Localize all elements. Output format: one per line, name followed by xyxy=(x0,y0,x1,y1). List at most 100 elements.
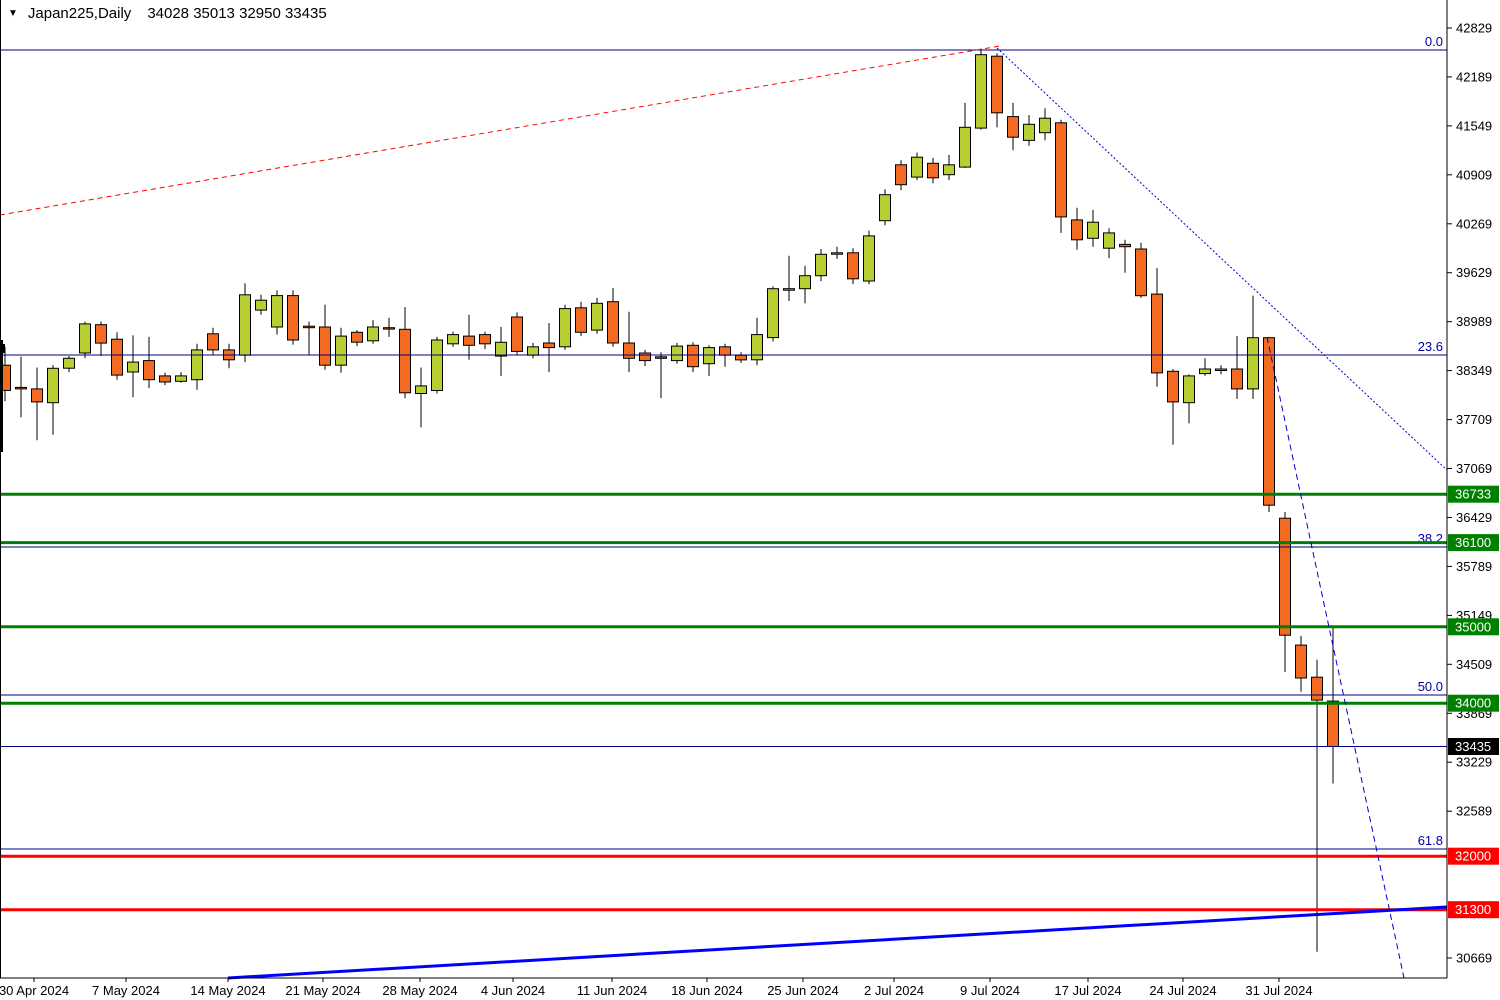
bull-candle xyxy=(239,294,251,356)
bull-candle xyxy=(527,346,539,356)
time-tick-label: 24 Jul 2024 xyxy=(1149,983,1216,998)
bull-candle xyxy=(959,126,971,168)
price-tick-label: 40909 xyxy=(1456,167,1492,182)
bull-candle xyxy=(1215,368,1227,371)
bear-candle xyxy=(1135,248,1147,297)
bull-candle xyxy=(175,375,187,382)
clipped-candle-body xyxy=(0,344,5,353)
price-tag-label: 31300 xyxy=(1455,902,1491,917)
bear-candle xyxy=(287,295,299,341)
trendlines-layer xyxy=(0,45,1448,980)
symbol-dropdown-icon[interactable]: ▼ xyxy=(8,8,18,19)
candles-layer xyxy=(0,48,1339,952)
price-tag xyxy=(1448,485,1499,503)
time-tick-label: 21 May 2024 xyxy=(285,983,360,998)
bear-candle xyxy=(159,375,171,383)
clipped-candle xyxy=(0,340,5,452)
bear-candle xyxy=(0,364,11,391)
bull-candle xyxy=(815,253,827,277)
price-tick-label: 40269 xyxy=(1456,216,1492,231)
bear-candle xyxy=(399,328,411,394)
price-tick-label: 32589 xyxy=(1456,804,1492,819)
price-tick-label: 38989 xyxy=(1456,314,1492,329)
time-tick-label: 28 May 2024 xyxy=(382,983,457,998)
bull-candle xyxy=(751,334,763,361)
price-tag-label: 32000 xyxy=(1455,849,1491,864)
bull-candle xyxy=(911,156,923,178)
price-tick-label: 39629 xyxy=(1456,265,1492,280)
bull-candle xyxy=(1087,221,1099,239)
time-tick-label: 18 Jun 2024 xyxy=(671,983,743,998)
bear-candle xyxy=(303,325,315,329)
time-tick-label: 9 Jul 2024 xyxy=(960,983,1020,998)
steep-blue-dashed-trendline[interactable] xyxy=(1266,336,1405,979)
bull-candle xyxy=(1039,117,1051,134)
fibonacci-layer: 0.023.638.250.061.8 xyxy=(0,34,1447,850)
time-tick-label: 7 May 2024 xyxy=(92,983,160,998)
price-tick-label: 34509 xyxy=(1456,657,1492,672)
time-tick-label: 25 Jun 2024 xyxy=(767,983,839,998)
price-tag-label: 36733 xyxy=(1455,487,1491,502)
bull-candle xyxy=(1103,232,1115,249)
price-tick-label: 35789 xyxy=(1456,559,1492,574)
bear-candle xyxy=(719,346,731,356)
bear-candle xyxy=(383,327,395,330)
time-axis[interactable]: 30 Apr 2024 7 May 2024 14 May 2024 21 May 2… xyxy=(0,978,1313,998)
price-tick-label: 37709 xyxy=(1456,412,1492,427)
bull-candle xyxy=(495,341,507,357)
bull-candle xyxy=(783,288,795,291)
price-tick-label: 38349 xyxy=(1456,363,1492,378)
bear-candle xyxy=(1311,676,1323,701)
bear-candle xyxy=(111,338,123,376)
bull-candle xyxy=(367,326,379,342)
chart-title: ▼ Japan225,Daily 34028 35013 32950 33435 xyxy=(8,5,327,22)
bull-candle xyxy=(431,339,443,391)
bull-candle xyxy=(447,334,459,345)
price-axis[interactable]: 42829 42189 41549 40909 40269 39629 38989 38349… xyxy=(1447,21,1499,966)
bull-candle xyxy=(415,385,427,394)
bear-candle xyxy=(639,352,651,362)
price-tick-label: 36429 xyxy=(1456,510,1492,525)
bear-candle xyxy=(1167,370,1179,403)
bear-candle xyxy=(1231,368,1243,390)
fib-level-label: 50.0 xyxy=(1418,679,1443,694)
fib-level-label: 0.0 xyxy=(1425,34,1443,49)
bull-candle xyxy=(255,299,267,311)
bull-candle xyxy=(975,54,987,129)
price-tag xyxy=(1448,847,1499,865)
price-tick-label: 42829 xyxy=(1456,21,1492,36)
bear-candle xyxy=(143,360,155,381)
bear-candle xyxy=(319,326,331,366)
bear-candle xyxy=(847,252,859,280)
time-tick-label: 14 May 2024 xyxy=(190,983,265,998)
fib-level-label: 61.8 xyxy=(1418,833,1443,848)
ascending-blue-thick-trendline[interactable] xyxy=(227,905,1448,980)
time-tick-label: 31 Jul 2024 xyxy=(1245,983,1312,998)
bear-candle xyxy=(927,162,939,179)
bear-candle xyxy=(1007,116,1019,138)
bear-candle xyxy=(687,344,699,368)
bull-candle xyxy=(47,367,59,404)
bull-candle xyxy=(879,194,891,222)
bull-candle xyxy=(831,252,843,255)
bear-candle xyxy=(543,342,555,349)
time-tick-label: 4 Jun 2024 xyxy=(481,983,545,998)
bear-candle xyxy=(655,356,667,359)
price-tag-label: 35000 xyxy=(1455,619,1491,634)
bull-candle xyxy=(191,349,203,381)
bull-candle xyxy=(767,288,779,339)
bull-candle xyxy=(863,235,875,282)
descending-blue-trendline[interactable] xyxy=(996,47,1448,471)
ascending-red-dashed-trendline[interactable] xyxy=(0,45,1001,216)
bear-candle xyxy=(1119,243,1131,248)
bull-candle xyxy=(127,361,139,373)
bull-candle xyxy=(1183,375,1195,404)
bear-candle xyxy=(207,333,219,351)
bear-candle xyxy=(991,55,1003,114)
bear-candle xyxy=(31,388,43,403)
time-tick-label: 2 Jul 2024 xyxy=(864,983,924,998)
bear-candle xyxy=(1263,337,1275,506)
bear-candle xyxy=(351,331,363,343)
bear-candle xyxy=(15,386,27,390)
